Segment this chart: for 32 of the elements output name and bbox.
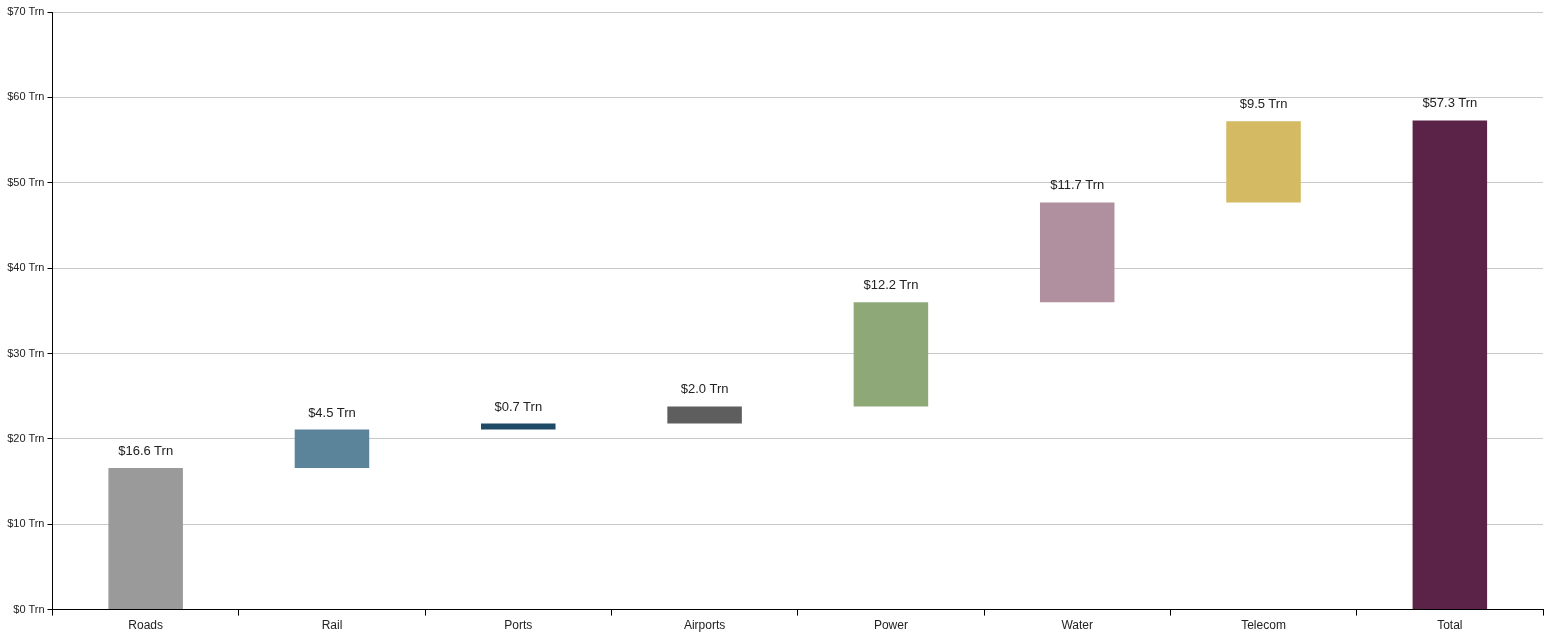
y-tick-label: $30 Trn bbox=[7, 346, 45, 359]
x-tick-label: Power bbox=[873, 618, 908, 633]
bar bbox=[108, 467, 183, 610]
x-tick-label: Water bbox=[1061, 618, 1093, 633]
y-tick-label: $60 Trn bbox=[7, 90, 45, 103]
data-label: $11.7 Trn bbox=[1050, 177, 1105, 193]
bar bbox=[481, 423, 556, 430]
x-tick-label: Total bbox=[1437, 618, 1463, 633]
y-tick-label: $20 Trn bbox=[7, 431, 45, 444]
data-label: $9.5 Trn bbox=[1239, 96, 1288, 112]
x-tick-label: Ports bbox=[504, 618, 533, 633]
x-tick-label: Rail bbox=[321, 618, 343, 633]
bar bbox=[294, 429, 370, 468]
data-label: $4.5 Trn bbox=[308, 404, 356, 420]
data-label: $2.0 Trn bbox=[680, 381, 729, 397]
bar bbox=[1226, 121, 1301, 203]
bar bbox=[1412, 120, 1488, 610]
x-tick-label: Airports bbox=[683, 618, 726, 633]
y-tick-label: $40 Trn bbox=[7, 261, 45, 274]
y-tick-label: $50 Trn bbox=[7, 175, 45, 188]
x-tick-label: Telecom bbox=[1241, 618, 1286, 633]
data-label: $57.3 Trn bbox=[1422, 95, 1478, 111]
y-tick-label: $70 Trn bbox=[7, 5, 45, 18]
x-tick-label: Roads bbox=[128, 618, 163, 633]
y-tick-label: $0 Trn bbox=[13, 602, 45, 615]
bar bbox=[1039, 202, 1115, 303]
y-tick-label: $10 Trn bbox=[7, 517, 45, 530]
data-label: $12.2 Trn bbox=[863, 277, 919, 293]
data-label: $16.6 Trn bbox=[118, 442, 174, 458]
data-label: $0.7 Trn bbox=[494, 398, 543, 414]
bar bbox=[853, 302, 929, 407]
bar bbox=[667, 406, 742, 424]
